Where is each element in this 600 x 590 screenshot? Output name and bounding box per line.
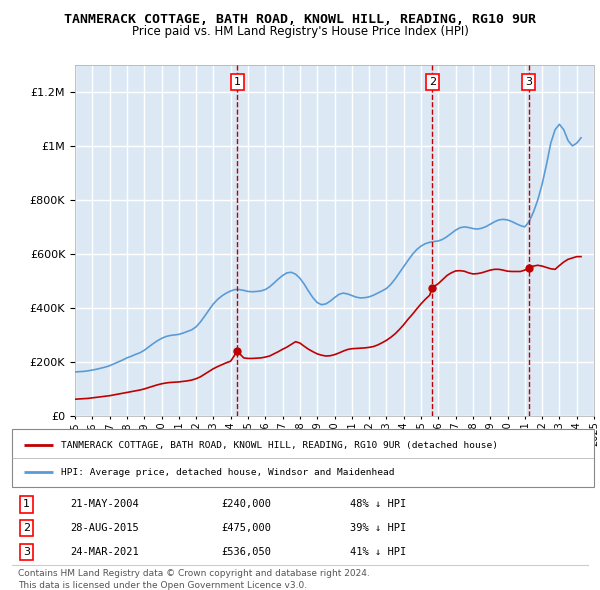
Text: 3: 3 xyxy=(525,77,532,87)
Text: 24-MAR-2021: 24-MAR-2021 xyxy=(70,548,139,558)
Text: 3: 3 xyxy=(23,548,30,558)
FancyBboxPatch shape xyxy=(12,429,594,487)
Text: 39% ↓ HPI: 39% ↓ HPI xyxy=(350,523,406,533)
Text: 48% ↓ HPI: 48% ↓ HPI xyxy=(350,500,406,509)
Text: Price paid vs. HM Land Registry's House Price Index (HPI): Price paid vs. HM Land Registry's House … xyxy=(131,25,469,38)
Text: 2: 2 xyxy=(428,77,436,87)
Text: 21-MAY-2004: 21-MAY-2004 xyxy=(70,500,139,509)
Text: 2: 2 xyxy=(23,523,30,533)
Text: 41% ↓ HPI: 41% ↓ HPI xyxy=(350,548,406,558)
Text: TANMERACK COTTAGE, BATH ROAD, KNOWL HILL, READING, RG10 9UR: TANMERACK COTTAGE, BATH ROAD, KNOWL HILL… xyxy=(64,13,536,26)
Text: £240,000: £240,000 xyxy=(221,500,272,509)
Text: 28-AUG-2015: 28-AUG-2015 xyxy=(70,523,139,533)
Text: £536,050: £536,050 xyxy=(221,548,272,558)
Text: Contains HM Land Registry data © Crown copyright and database right 2024.: Contains HM Land Registry data © Crown c… xyxy=(18,569,370,578)
Text: 1: 1 xyxy=(23,500,30,509)
Text: This data is licensed under the Open Government Licence v3.0.: This data is licensed under the Open Gov… xyxy=(18,581,307,589)
Text: HPI: Average price, detached house, Windsor and Maidenhead: HPI: Average price, detached house, Wind… xyxy=(61,468,395,477)
Text: TANMERACK COTTAGE, BATH ROAD, KNOWL HILL, READING, RG10 9UR (detached house): TANMERACK COTTAGE, BATH ROAD, KNOWL HILL… xyxy=(61,441,499,450)
Text: £475,000: £475,000 xyxy=(221,523,272,533)
Text: 1: 1 xyxy=(234,77,241,87)
